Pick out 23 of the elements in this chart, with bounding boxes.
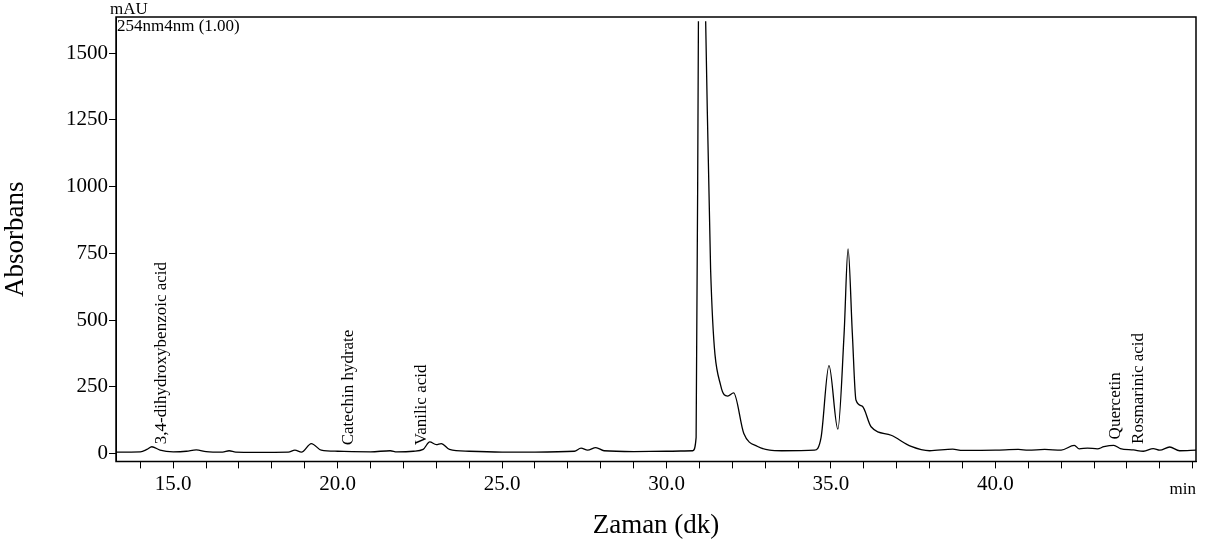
- text: min: [1169, 479, 1197, 499]
- annotation: Catechin hydrate: [337, 329, 357, 446]
- y-tick-label: 1500: [66, 39, 108, 64]
- y-tick-label: 500: [76, 306, 108, 331]
- x-tick-label: 25.0: [483, 470, 521, 495]
- annotation: 3,4-dihydroxybenzoic acid: [151, 261, 171, 445]
- y-tick-label: 1250: [66, 106, 108, 131]
- annotation: mAU: [110, 0, 148, 18]
- x-tick-label: 30.0: [648, 470, 685, 495]
- annotation: Rosmarinic acid: [1127, 332, 1147, 444]
- x-tick-label: 40.0: [977, 470, 1014, 495]
- annotation: Vanilic acid: [410, 364, 430, 446]
- y-tick-label: 0: [97, 439, 108, 464]
- y-tick-label: 750: [76, 239, 108, 264]
- x-tick-label: 20.0: [319, 470, 357, 495]
- y-axis-title: Absorbans: [0, 181, 30, 297]
- annotation: 254nm4nm (1.00): [117, 16, 240, 35]
- x-tick-label: 15.0: [154, 470, 192, 495]
- x-axis-title: Zaman (dk): [592, 508, 720, 539]
- y-tick-label: 1000: [66, 173, 108, 198]
- annotation: Quercetin: [1104, 371, 1124, 440]
- y-tick-label: 250: [76, 373, 108, 398]
- x-tick-label: 35.0: [812, 470, 850, 495]
